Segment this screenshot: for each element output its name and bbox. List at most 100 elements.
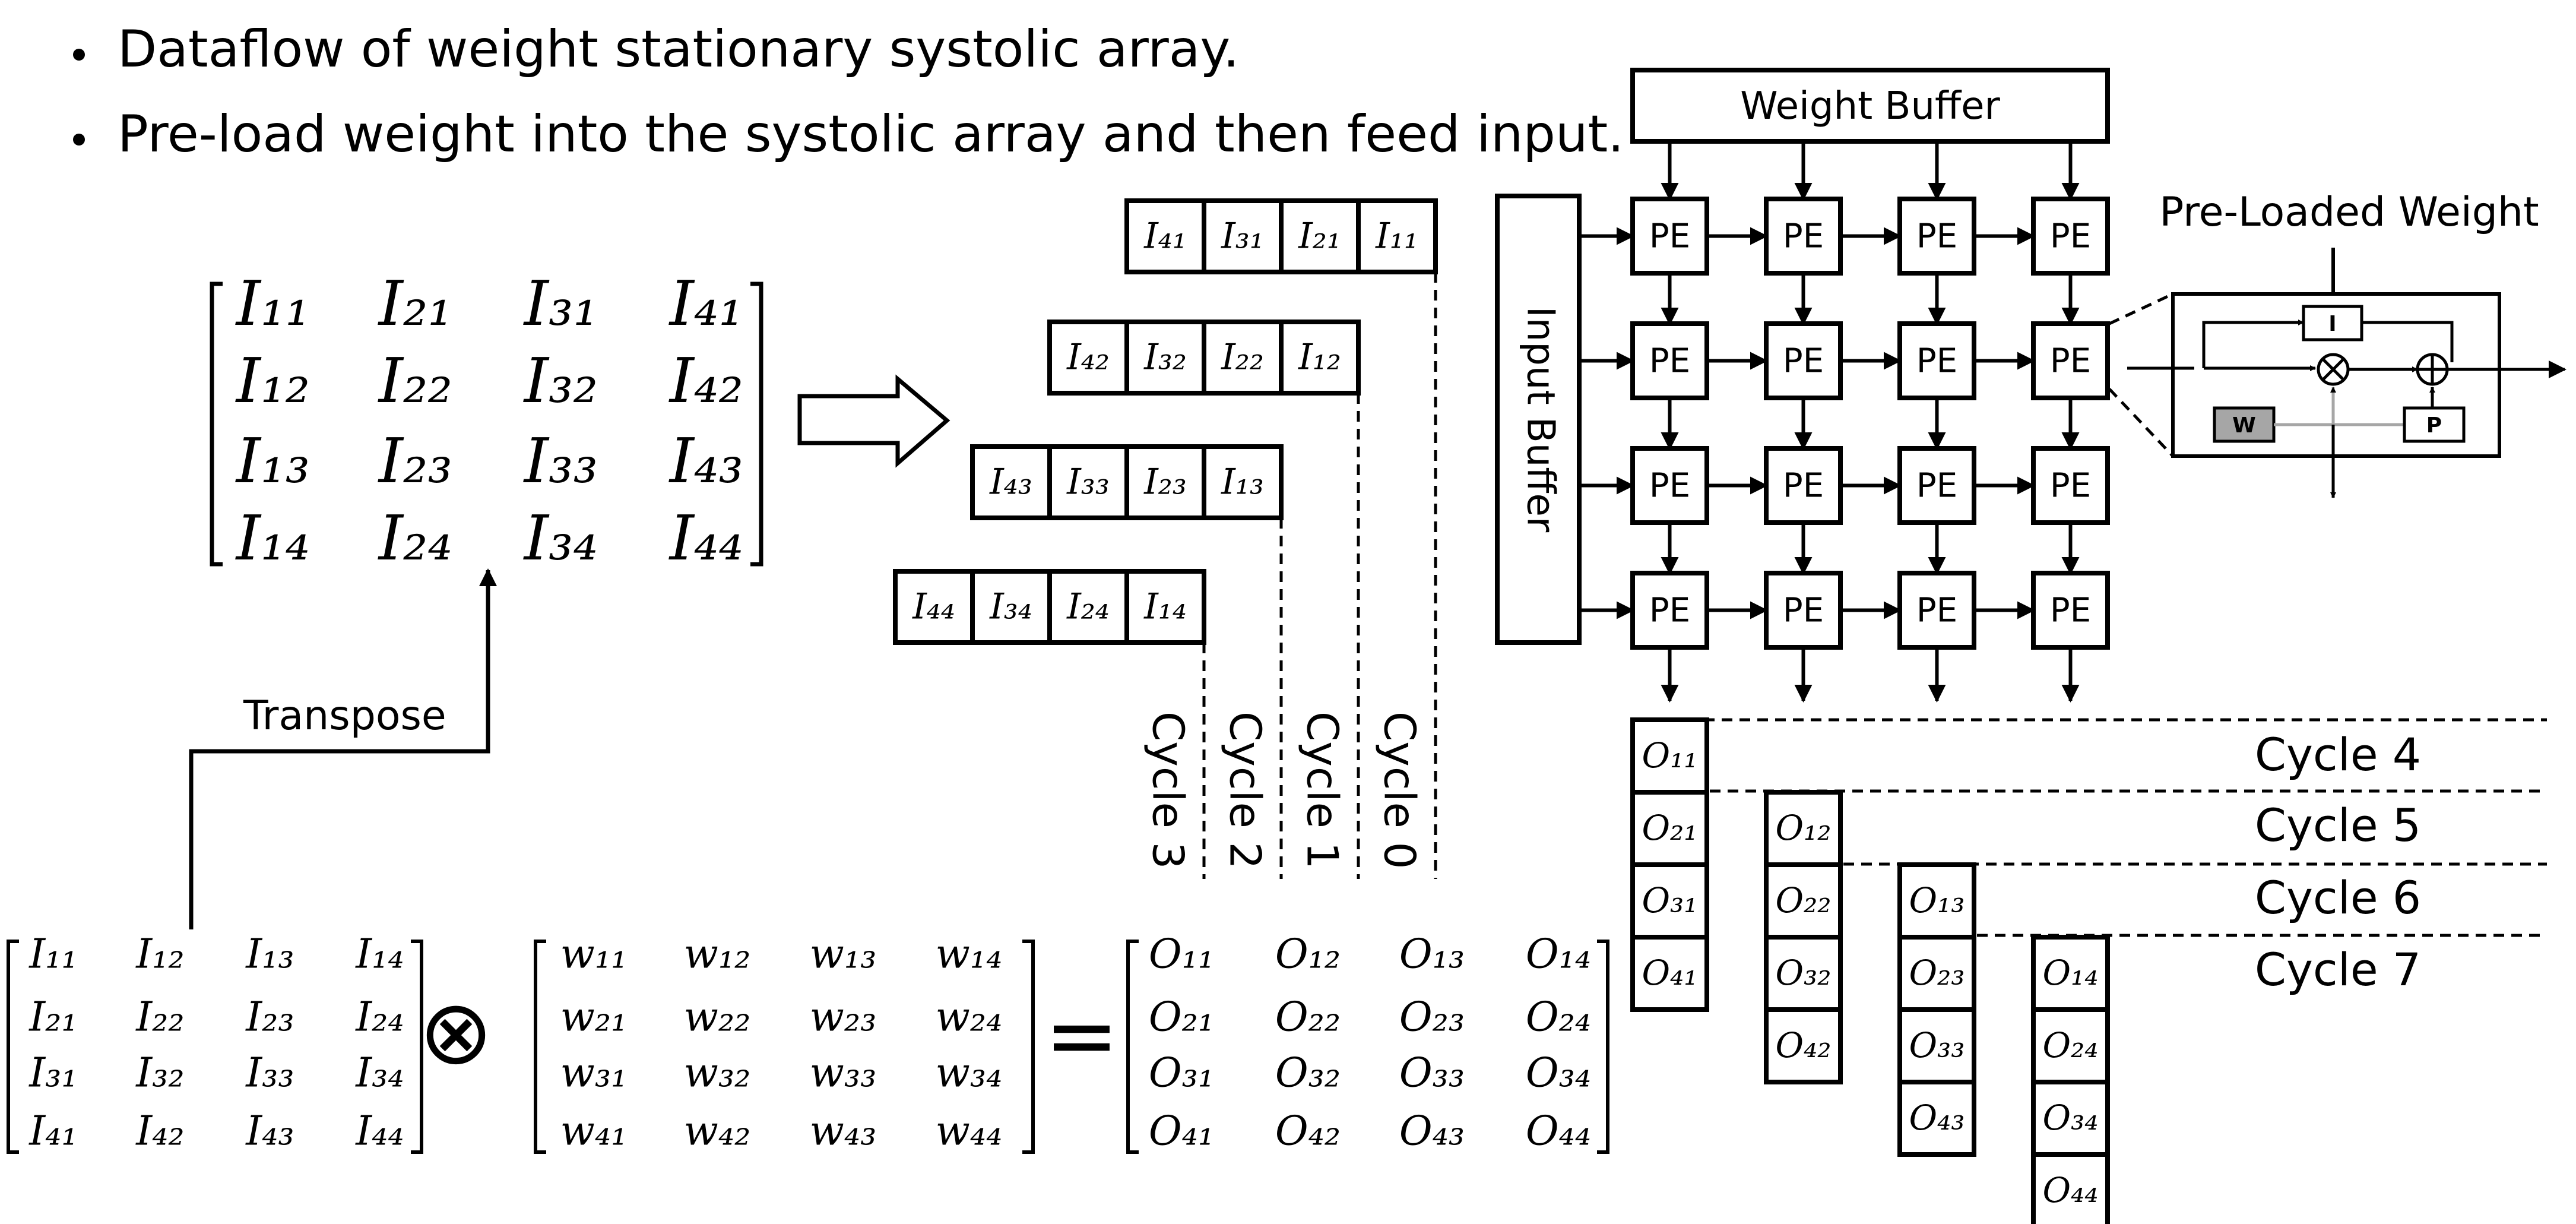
output-cell	[1764, 790, 1843, 867]
input-cell-label: I₃₂	[1143, 337, 1187, 378]
bullet-text-1: Dataflow of weight stationary systolic a…	[118, 20, 1239, 79]
matrix-cell: I₃₃	[245, 1050, 294, 1097]
matrix-cell: I₃₃	[523, 425, 598, 497]
pe-label: PE	[1916, 592, 1957, 630]
matrix-cell: I₂₃	[245, 994, 294, 1041]
bracket-right	[1022, 940, 1035, 1154]
pe-label: PE	[1649, 342, 1690, 381]
bullet-text-2: Pre-load weight into the systolic array …	[118, 105, 1624, 164]
matrix-cell: I₁₃	[235, 425, 310, 497]
matrix-cell: w₃₃	[810, 1050, 877, 1097]
pe-detail: Pre-Loaded Weight I W P	[2108, 189, 2567, 498]
output-cell	[1630, 790, 1709, 867]
output-cell-label: O₃₄	[2042, 1098, 2098, 1138]
pe-label: PE	[2050, 342, 2091, 381]
input-cell	[1124, 569, 1206, 645]
transpose-connector: Transpose	[189, 568, 497, 929]
pe-label: PE	[1783, 592, 1824, 630]
transpose-label: Transpose	[243, 692, 446, 739]
systolic-array: Weight Buffer Input Buffer PE PE PE PE PE PE P…	[1495, 68, 2110, 703]
matrix-cell: O₃₂	[1275, 1050, 1341, 1097]
output-cell-label: O₄₃	[1909, 1098, 1965, 1138]
input-cell-label: I₁₃	[1221, 461, 1264, 503]
output-cell-label: O₄₁	[1642, 953, 1697, 993]
pe-label: PE	[1783, 342, 1824, 381]
input-cell	[1124, 444, 1206, 520]
matrix-cell: I₂₂	[135, 994, 184, 1041]
matrix-cell: I₃₄	[354, 1050, 404, 1097]
matrix-cell: w₁₃	[810, 931, 877, 978]
input-cell-label: I₂₂	[1221, 337, 1264, 378]
matrix-cell: I₄₄	[354, 1108, 404, 1155]
matrix-cell: I₂₁	[28, 994, 77, 1041]
output-cycle-label: Cycle 7	[2255, 943, 2421, 996]
matrix-cell: I₂₁	[378, 267, 452, 340]
matrix-cell: I₂₃	[378, 425, 452, 497]
matrix-cell: w₃₁	[560, 1050, 628, 1097]
hollow-arrow	[797, 374, 950, 468]
pe-cell	[2031, 321, 2110, 400]
bracket-left	[7, 940, 19, 1154]
output-cell	[2031, 1080, 2110, 1157]
weight-buffer-label: Weight Buffer	[1740, 84, 2000, 128]
matrix-cell: I₃₄	[523, 502, 598, 574]
input-buffer	[1495, 194, 1582, 645]
matrix-cell: I₄₁	[28, 1108, 77, 1155]
bullet-dot	[73, 134, 85, 146]
input-buffer-label: Input Buffer	[1518, 306, 1562, 533]
pe-label: PE	[2050, 592, 2091, 630]
input-cell-label: I₂₃	[1143, 461, 1187, 503]
input-cycle-label: Cycle 1	[1297, 711, 1347, 869]
input-register	[2302, 305, 2363, 341]
transpose-path	[189, 568, 497, 929]
matrix-cell: w₂₃	[810, 994, 877, 1041]
matrix-cell: I₄₃	[668, 425, 743, 497]
pe-label: PE	[2050, 217, 2091, 256]
matrix-cell: I₄₃	[245, 1108, 294, 1155]
input-reg-out	[2362, 321, 2454, 362]
matrix-cell: O₄₁	[1149, 1108, 1214, 1155]
matrix-cell: w₁₄	[936, 931, 1003, 978]
input-cell-label: I₄₄	[912, 586, 955, 628]
input-cell	[1279, 320, 1361, 396]
matrix-cell: I₄₂	[668, 344, 743, 417]
output-cell-label: O₃₁	[1642, 880, 1697, 921]
pe-cell	[1764, 446, 1843, 525]
bracket-left	[534, 940, 546, 1154]
output-cell	[1764, 862, 1843, 940]
matrix-cell: O₄₃	[1399, 1108, 1465, 1155]
preloaded-weight-label: Pre-Loaded Weight	[2159, 189, 2539, 236]
psum-register	[2403, 406, 2466, 443]
matrix-cell: w₄₃	[810, 1108, 877, 1155]
output-cycle-label: Cycle 6	[2255, 871, 2421, 924]
input-cell-label: I₃₃	[1066, 461, 1110, 503]
pe-label: PE	[1649, 217, 1690, 256]
weight-buffer	[1630, 68, 2110, 144]
input-cell	[1356, 198, 1438, 274]
input-cell-label: I₂₁	[1298, 216, 1341, 257]
bracket-left	[210, 282, 223, 567]
matrix-cell: I₄₁	[668, 267, 743, 340]
pe-label: PE	[1916, 217, 1957, 256]
pe-label: PE	[1916, 342, 1957, 381]
output-cell	[1897, 935, 1976, 1012]
input-cell-label: I₄₂	[1066, 337, 1110, 378]
matrix-cell: w₃₂	[684, 1050, 751, 1097]
output-cell-label: O₄₂	[1775, 1025, 1831, 1065]
output-cycle-label: Cycle 5	[2255, 799, 2421, 852]
matrix-cell: I₃₁	[523, 267, 598, 340]
input-cell-label: I₂₄	[1066, 586, 1110, 628]
matrix-cell: I₁₄	[235, 502, 310, 574]
matrix-cell: I₁₂	[235, 344, 310, 417]
pe-label: PE	[1783, 217, 1824, 256]
matrix-cell: I₃₂	[523, 344, 598, 417]
matrix-cell: I₂₄	[354, 994, 404, 1041]
matrix-cell: O₄₂	[1275, 1108, 1341, 1155]
matrix-cell: I₃₂	[135, 1050, 184, 1097]
bracket-right	[1597, 940, 1609, 1154]
matrix-cell: O₄₄	[1526, 1108, 1591, 1155]
output-cycle-label: Cycle 4	[2255, 728, 2421, 781]
multiplier-x2	[2322, 358, 2344, 381]
matrix-cell: O₂₄	[1526, 994, 1591, 1041]
input-cell-label: I₄₃	[989, 461, 1032, 503]
